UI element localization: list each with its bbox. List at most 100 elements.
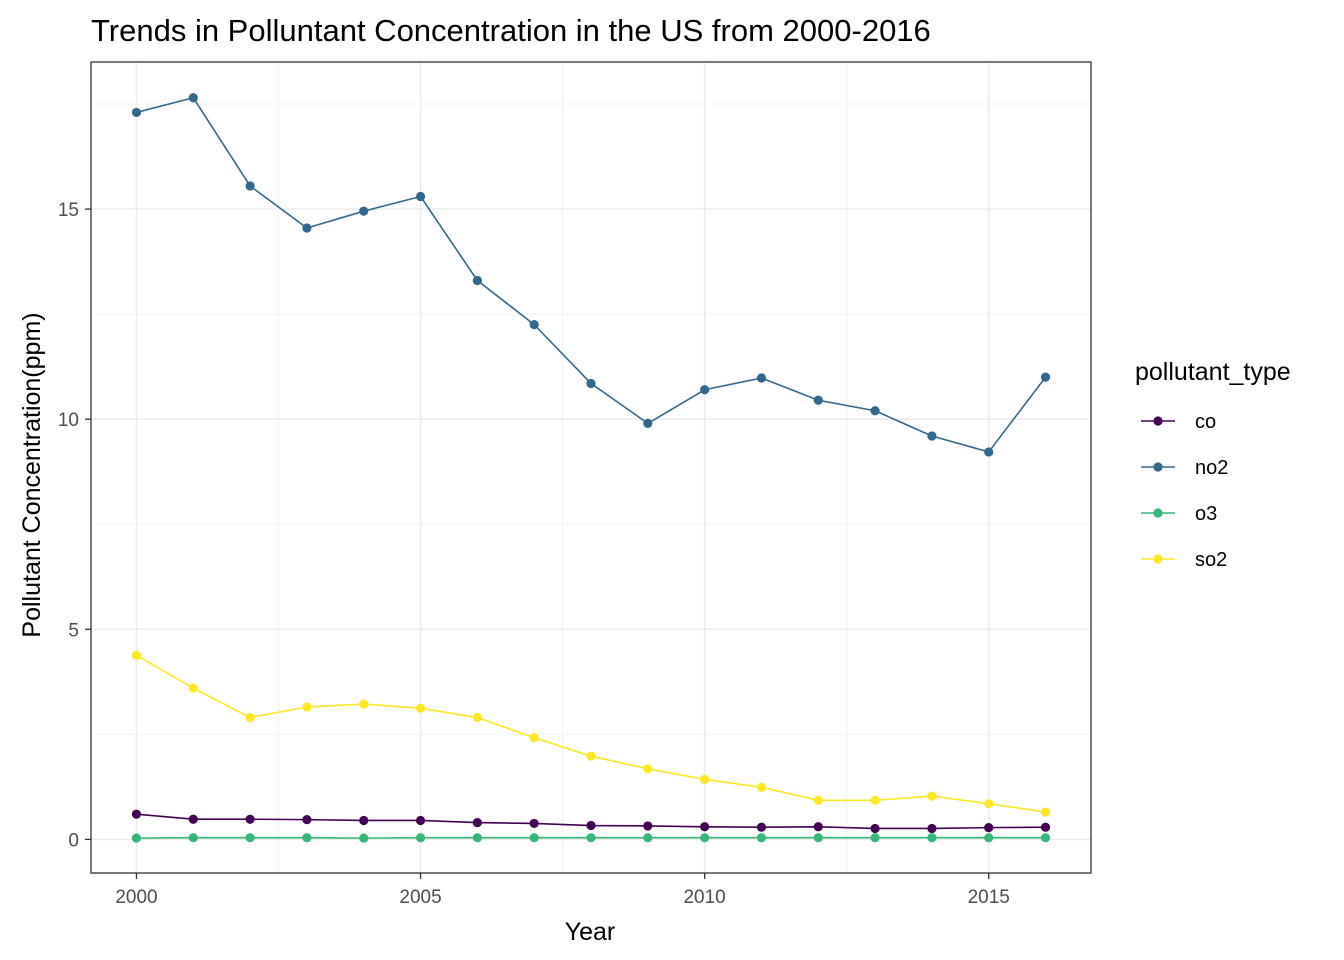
data-point-o3: [984, 833, 994, 843]
data-point-o3: [756, 833, 767, 843]
data-point-no2: [813, 395, 823, 405]
series-co: [131, 809, 1051, 834]
series-no2: [131, 93, 1051, 457]
data-point-o3: [188, 833, 198, 843]
data-point-o3: [245, 833, 255, 843]
data-point-co: [700, 822, 710, 832]
x-tick-label: 2010: [683, 887, 725, 908]
y-tick-label: 0: [68, 830, 79, 851]
data-point-so2: [927, 791, 937, 801]
data-point-so2: [188, 683, 198, 693]
data-point-o3: [529, 833, 539, 843]
data-point-o3: [472, 833, 482, 843]
axes: 2000 2005 2010 2015 0 5 10 15: [58, 200, 1010, 908]
legend-key-point: [1153, 554, 1163, 564]
x-tick-label: 2005: [399, 887, 441, 908]
data-point-no2: [586, 378, 596, 389]
x-axis-title: Year: [565, 918, 616, 946]
data-point-co: [756, 822, 767, 832]
data-point-o3: [359, 833, 369, 843]
data-point-no2: [1040, 372, 1051, 382]
data-point-o3: [700, 833, 710, 843]
data-point-so2: [984, 799, 994, 809]
data-point-co: [131, 809, 142, 819]
data-point-no2: [700, 385, 710, 395]
data-point-so2: [586, 751, 596, 761]
legend-key-point: [1153, 508, 1163, 518]
panel-border: [90, 61, 1092, 874]
data-point-so2: [813, 795, 823, 805]
data-point-o3: [302, 833, 312, 843]
series-o3: [131, 833, 1051, 843]
data-point-so2: [359, 699, 369, 709]
legend-label: co: [1195, 411, 1216, 433]
data-point-o3: [131, 833, 142, 843]
data-point-co: [813, 822, 823, 832]
data-point-o3: [415, 833, 426, 843]
data-point-no2: [870, 406, 880, 416]
data-point-o3: [586, 833, 596, 843]
data-point-co: [1040, 822, 1051, 832]
legend-label: no2: [1195, 457, 1228, 479]
data-point-co: [472, 817, 482, 828]
data-point-no2: [756, 373, 767, 383]
data-point-co: [415, 815, 426, 826]
chart-title: Trends in Polluntant Concentration in th…: [91, 13, 931, 48]
data-point-so2: [870, 795, 880, 805]
legend: pollutant_type co no2 o3 so2: [1135, 358, 1291, 571]
legend-item-o3: o3: [1141, 503, 1217, 525]
data-point-so2: [302, 702, 312, 712]
y-tick-label: 5: [68, 620, 79, 641]
data-point-no2: [188, 93, 198, 103]
data-point-no2: [415, 191, 426, 202]
data-point-no2: [984, 447, 994, 457]
series-layer: [131, 93, 1051, 843]
x-tick-label: 2015: [968, 887, 1010, 908]
legend-key-point: [1153, 462, 1163, 472]
data-point-o3: [1040, 833, 1051, 843]
data-point-no2: [302, 223, 312, 233]
legend-item-so2: so2: [1141, 549, 1227, 571]
data-point-so2: [245, 712, 255, 723]
data-point-so2: [1040, 807, 1051, 817]
data-point-o3: [813, 833, 823, 843]
data-point-so2: [643, 764, 653, 774]
data-point-co: [359, 815, 369, 826]
data-point-co: [927, 823, 937, 834]
series-so2: [131, 650, 1051, 817]
data-point-co: [643, 821, 653, 831]
data-point-co: [870, 823, 880, 834]
data-point-so2: [700, 774, 710, 784]
legend-label: o3: [1195, 503, 1217, 525]
data-point-co: [245, 814, 255, 824]
data-point-o3: [927, 833, 937, 843]
data-point-no2: [359, 206, 369, 216]
data-point-co: [188, 814, 198, 824]
data-point-co: [302, 815, 312, 825]
data-point-so2: [529, 733, 539, 743]
legend-title: pollutant_type: [1135, 358, 1291, 386]
data-point-so2: [131, 650, 142, 660]
y-tick-label: 15: [58, 200, 79, 221]
x-tick-label: 2000: [115, 887, 157, 908]
legend-key-point: [1153, 416, 1163, 426]
legend-item-co: co: [1141, 411, 1216, 433]
data-point-no2: [643, 418, 653, 428]
legend-items: co no2 o3 so2: [1141, 411, 1228, 571]
data-point-co: [586, 820, 596, 831]
legend-item-no2: no2: [1141, 457, 1228, 479]
legend-label: so2: [1195, 549, 1227, 571]
data-point-so2: [415, 703, 426, 713]
data-point-no2: [131, 107, 142, 118]
data-point-no2: [245, 181, 255, 191]
data-point-o3: [870, 833, 880, 843]
data-point-o3: [643, 833, 653, 843]
data-point-no2: [472, 275, 482, 286]
grid: [91, 62, 1091, 873]
data-point-co: [984, 823, 994, 833]
data-point-no2: [529, 320, 539, 330]
data-point-so2: [472, 712, 482, 723]
y-tick-label: 10: [58, 410, 79, 431]
